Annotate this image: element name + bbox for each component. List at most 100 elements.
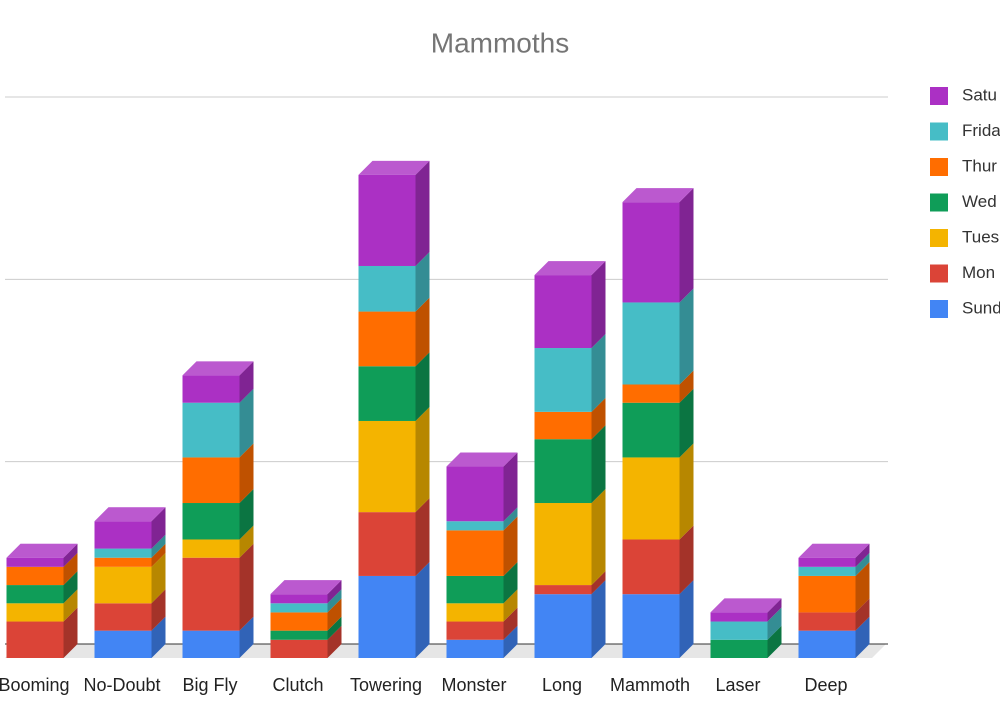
- bar-front: [182, 402, 240, 458]
- bar-front: [710, 639, 768, 658]
- bar-side-shade: [415, 561, 430, 658]
- bar-front: [534, 594, 592, 658]
- bar-side-shade: [239, 361, 254, 403]
- bar-side: [63, 607, 78, 658]
- bar-front: [622, 594, 680, 658]
- bar-front: [94, 630, 152, 658]
- bar-side-shade: [503, 561, 518, 604]
- bar-side: [151, 543, 166, 567]
- bar-side-shade: [679, 188, 694, 303]
- bar-side-shade: [503, 589, 518, 622]
- bar-segment: [798, 543, 870, 567]
- bar-side-shade: [63, 571, 78, 604]
- bar-segment: [6, 552, 78, 586]
- bar-side-shade: [415, 251, 430, 312]
- bar-front: [446, 639, 504, 658]
- bar-side-shade: [591, 334, 606, 412]
- x-tick-label: Laser: [715, 675, 760, 695]
- bar-side: [679, 388, 694, 458]
- bar-segment: [270, 616, 342, 640]
- bar-side-shade: [151, 616, 166, 658]
- bar-segment: [534, 580, 606, 658]
- bar-front: [182, 375, 240, 403]
- bar-side-shade: [415, 297, 430, 367]
- bar-side-shade: [679, 370, 694, 403]
- bar-side: [415, 251, 430, 312]
- bar-side: [239, 616, 254, 658]
- bar-segment: [534, 334, 606, 412]
- bar-top: [446, 452, 518, 467]
- x-tick-label: Towering: [350, 675, 422, 695]
- bar-segment: [798, 561, 870, 613]
- bar-top-shade: [358, 160, 430, 175]
- bar-top: [534, 261, 606, 276]
- bar-front: [94, 557, 152, 567]
- bar-side: [63, 552, 78, 586]
- bar-side-shade: [767, 607, 782, 640]
- bar-segment: [270, 598, 342, 631]
- bar-front: [798, 630, 856, 658]
- bar-front: [446, 466, 504, 522]
- legend-swatch: [930, 264, 948, 283]
- bar-side-shade: [855, 543, 870, 567]
- bar-segment: [270, 589, 342, 613]
- bar-segment: [182, 489, 254, 540]
- bar-side: [591, 580, 606, 658]
- bar-front: [358, 420, 416, 513]
- bar-segment: [270, 580, 342, 604]
- bar-top-shade: [6, 543, 78, 558]
- bar-segment: [446, 589, 518, 622]
- bar-side-shade: [679, 288, 694, 385]
- legend-label: Satu: [962, 85, 997, 104]
- bar-side: [503, 607, 518, 640]
- bar-segment: [446, 516, 518, 576]
- bar-segment: [798, 598, 870, 631]
- x-tick-label: Clutch: [272, 675, 323, 695]
- bar-front: [446, 621, 504, 640]
- legend-swatch: [930, 193, 948, 212]
- bar-side: [767, 598, 782, 622]
- legend-swatch: [930, 87, 948, 105]
- bar-side: [63, 571, 78, 604]
- bar-segment: [358, 561, 430, 658]
- bar-side: [327, 580, 342, 604]
- bar-side-shade: [855, 598, 870, 631]
- bar-front: [798, 575, 856, 613]
- bar-side-shade: [503, 607, 518, 640]
- bar-segment: [94, 552, 166, 604]
- bar-side-shade: [239, 616, 254, 658]
- bar-side: [151, 616, 166, 658]
- bar-side-shade: [63, 607, 78, 658]
- bar-segment: [182, 443, 254, 504]
- bar-side-shade: [151, 543, 166, 567]
- bar-front: [270, 612, 328, 631]
- bar-segment: [94, 589, 166, 631]
- bar-side-shade: [503, 452, 518, 522]
- bar-side-shade: [327, 589, 342, 613]
- bar-segment: [182, 543, 254, 631]
- bar-side-shade: [503, 507, 518, 531]
- bar-front: [446, 575, 504, 604]
- bar-side: [503, 561, 518, 604]
- bar-side: [503, 625, 518, 658]
- bar-side-shade: [415, 406, 430, 513]
- bar-segment: [534, 397, 606, 440]
- bar-side: [239, 361, 254, 403]
- bar-segment: [182, 361, 254, 403]
- bar-side-shade: [767, 598, 782, 622]
- bar-front: [270, 594, 328, 604]
- bar-segment: [534, 571, 606, 595]
- x-tick-label: Big Fly: [182, 675, 237, 695]
- bar-top-shade: [270, 580, 342, 595]
- bar-side: [591, 571, 606, 595]
- legend-swatch: [930, 158, 948, 176]
- bar-front: [358, 575, 416, 658]
- bar-front: [798, 566, 856, 576]
- bar-side: [679, 580, 694, 658]
- bar-side-shade: [679, 388, 694, 458]
- bar-side: [63, 543, 78, 567]
- bar-side-shade: [151, 534, 166, 558]
- bar-segment: [270, 625, 342, 658]
- bar-side: [679, 443, 694, 540]
- bar-side: [855, 598, 870, 631]
